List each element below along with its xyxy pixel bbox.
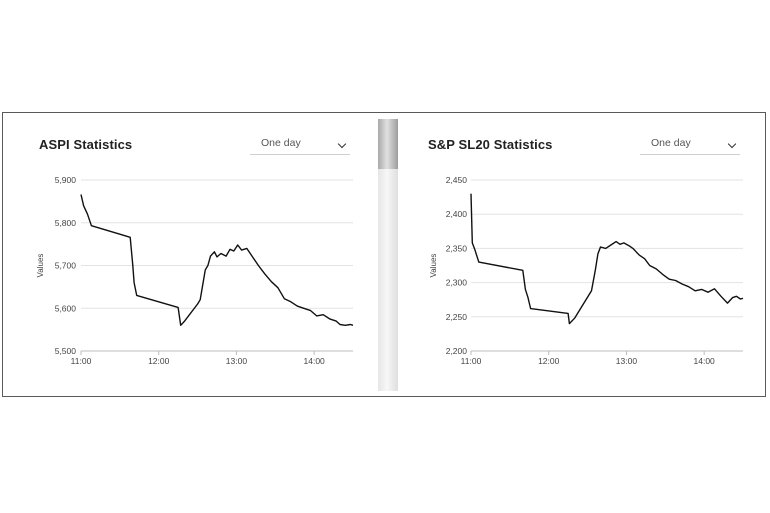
y-axis-title: Values xyxy=(36,254,45,278)
y-tick-label: 5,600 xyxy=(55,303,77,313)
y-tick-label: 5,700 xyxy=(55,261,77,271)
y-tick-label: 5,900 xyxy=(55,175,77,185)
x-tick-label: 13:00 xyxy=(616,356,638,366)
period-select-value: One day xyxy=(261,137,301,149)
panel-title: ASPI Statistics xyxy=(39,137,133,152)
period-select[interactable]: One day xyxy=(250,135,350,155)
aspi-statistics-panel: ASPI Statistics One day 5,500 5,600 5,700 5… xyxy=(3,113,375,396)
x-tick-label: 11:00 xyxy=(71,356,92,366)
panel-title: S&P SL20 Statistics xyxy=(428,137,553,152)
x-tick-label: 12:00 xyxy=(148,356,170,366)
sp-sl20-statistics-panel: S&P SL20 Statistics One day 2,200 2,250 2,… xyxy=(399,113,765,396)
series-line xyxy=(80,194,354,327)
scrollbar-thumb[interactable] xyxy=(378,119,398,169)
series-line xyxy=(470,193,744,325)
y-axis-title: Values xyxy=(429,254,438,278)
y-tick-label: 2,400 xyxy=(446,209,468,219)
statistics-widget: ASPI Statistics One day 5,500 5,600 5,700 5… xyxy=(2,112,766,397)
y-tick-label: 2,450 xyxy=(446,175,468,185)
x-tick-label: 14:00 xyxy=(304,356,326,366)
period-select-value: One day xyxy=(651,137,691,149)
y-tick-label: 2,200 xyxy=(446,346,468,356)
aspi-line-chart: 5,500 5,600 5,700 5,800 5,900 11:00 12:00 13:00… xyxy=(36,175,354,366)
y-tick-label: 2,350 xyxy=(446,243,468,253)
y-tick-label: 5,500 xyxy=(55,346,77,356)
x-tick-label: 13:00 xyxy=(226,356,248,366)
y-tick-label: 2,300 xyxy=(446,278,468,288)
sp-sl20-line-chart: 2,200 2,250 2,300 2,350 2,400 2,450 11:00 12:00… xyxy=(429,175,744,366)
scrollbar[interactable] xyxy=(378,119,398,391)
y-tick-label: 5,800 xyxy=(55,218,77,228)
x-tick-label: 14:00 xyxy=(694,356,716,366)
period-select[interactable]: One day xyxy=(640,135,740,155)
y-tick-label: 2,250 xyxy=(446,312,468,322)
x-tick-label: 11:00 xyxy=(461,356,482,366)
x-tick-label: 12:00 xyxy=(538,356,560,366)
